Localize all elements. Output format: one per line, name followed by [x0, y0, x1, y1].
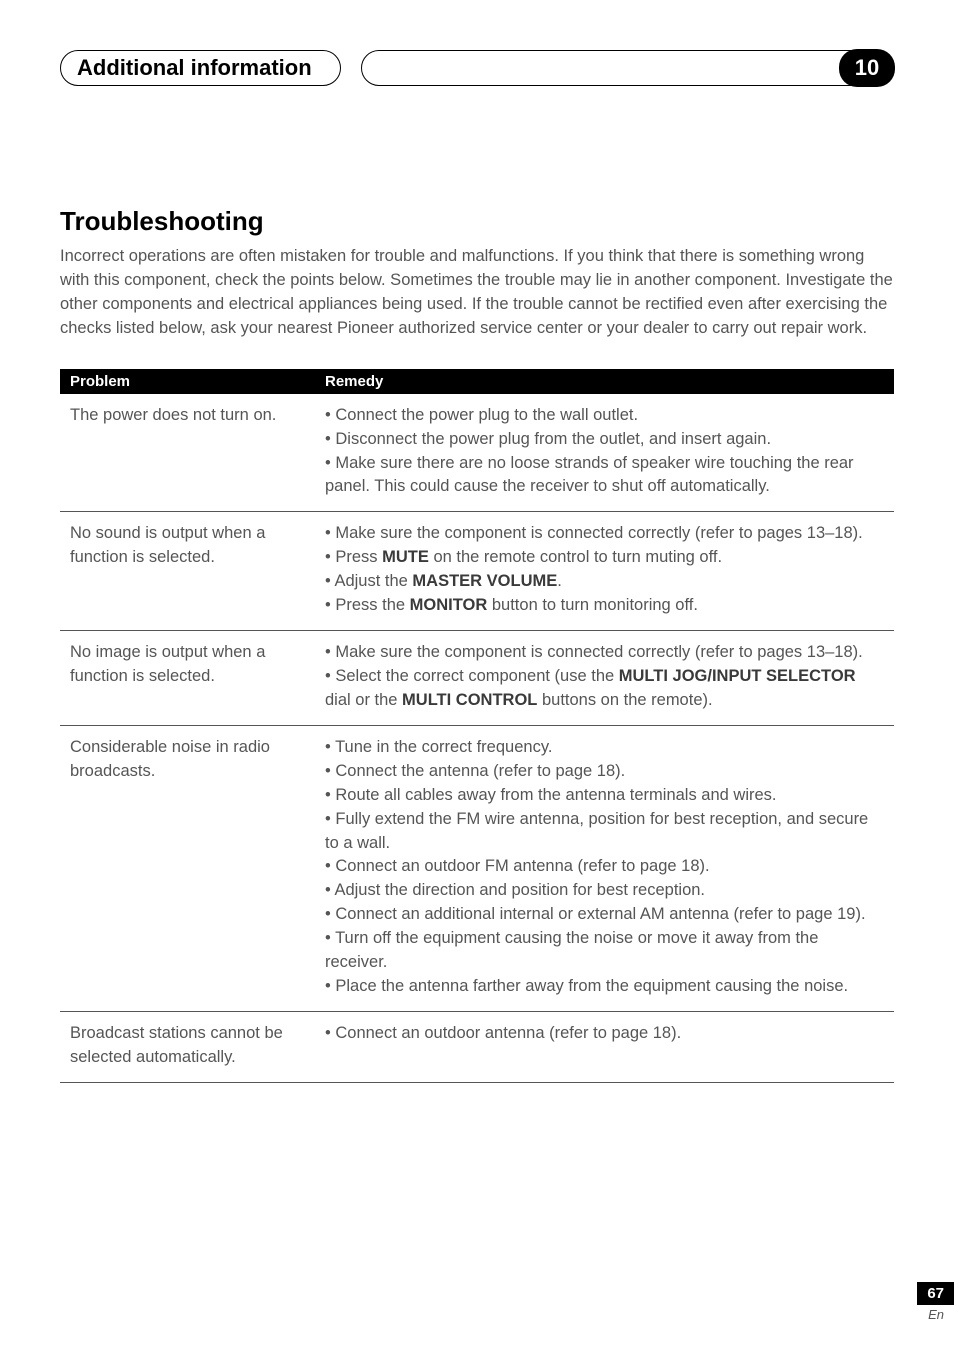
remedy-line: • Fully extend the FM wire antenna, posi… — [325, 808, 884, 856]
remedy-text: buttons on the remote). — [537, 691, 712, 709]
remedy-line: • Press the MONITOR button to turn monit… — [325, 594, 884, 618]
chapter-number-text: 10 — [855, 55, 879, 81]
troubleshooting-table: Problem Remedy The power does not turn o… — [60, 369, 894, 1083]
page-footer: 67 En — [917, 1282, 954, 1322]
remedy-line: • Connect an outdoor FM antenna (refer t… — [325, 855, 884, 879]
remedy-text: • Disconnect the power plug from the out… — [325, 430, 771, 448]
remedy-line: • Connect an outdoor antenna (refer to p… — [325, 1022, 884, 1046]
remedy-line: • Route all cables away from the antenna… — [325, 784, 884, 808]
table-header-remedy: Remedy — [315, 369, 894, 394]
remedy-cell: • Tune in the correct frequency. • Connec… — [315, 725, 894, 1011]
remedy-text: • Connect the antenna (refer to page 18)… — [325, 762, 625, 780]
remedy-text: . — [557, 572, 562, 590]
table-row: The power does not turn on. • Connect the… — [60, 394, 894, 512]
remedy-cell: • Connect an outdoor antenna (refer to p… — [315, 1011, 894, 1082]
remedy-text: • Select the correct component (use the — [325, 667, 619, 685]
remedy-line: • Adjust the direction and position for … — [325, 879, 884, 903]
page-heading: Troubleshooting — [60, 206, 894, 237]
page-number-badge: 67 — [917, 1282, 954, 1305]
remedy-text: • Adjust the — [325, 572, 412, 590]
remedy-line: • Tune in the correct frequency. — [325, 736, 884, 760]
remedy-bold-text: MULTI JOG/INPUT SELECTOR — [619, 667, 856, 685]
remedy-text: • Connect an outdoor FM antenna (refer t… — [325, 857, 710, 875]
remedy-text: • Make sure there are no loose strands o… — [325, 454, 854, 496]
header-spacer-pill: 10 — [361, 50, 894, 86]
problem-cell: Broadcast stations cannot be selected au… — [60, 1011, 315, 1082]
remedy-line: • Disconnect the power plug from the out… — [325, 428, 884, 452]
remedy-text: • Make sure the component is connected c… — [325, 524, 863, 542]
remedy-cell: • Connect the power plug to the wall out… — [315, 394, 894, 512]
table-row: No sound is output when a function is se… — [60, 512, 894, 631]
remedy-line: • Connect the power plug to the wall out… — [325, 404, 884, 428]
remedy-text: on the remote control to turn muting off… — [429, 548, 722, 566]
table-row: Broadcast stations cannot be selected au… — [60, 1011, 894, 1082]
remedy-text: • Tune in the correct frequency. — [325, 738, 552, 756]
remedy-text: dial or the — [325, 691, 402, 709]
problem-cell: No image is output when a function is se… — [60, 631, 315, 726]
table-row: Considerable noise in radio broadcasts.•… — [60, 725, 894, 1011]
remedy-bold-text: MASTER VOLUME — [412, 572, 557, 590]
table-header-problem: Problem — [60, 369, 315, 394]
table-body: The power does not turn on. • Connect the… — [60, 394, 894, 1083]
problem-cell: The power does not turn on. — [60, 394, 315, 512]
remedy-line: • Make sure the component is connected c… — [325, 522, 884, 546]
remedy-text: • Make sure the component is connected c… — [325, 643, 863, 661]
remedy-text: button to turn monitoring off. — [487, 596, 698, 614]
remedy-cell: • Make sure the component is connected c… — [315, 512, 894, 631]
remedy-line: • Place the antenna farther away from th… — [325, 975, 884, 999]
section-title-pill: Additional information — [60, 50, 341, 86]
remedy-text: • Turn off the equipment causing the noi… — [325, 929, 818, 971]
remedy-text: • Place the antenna farther away from th… — [325, 977, 848, 995]
remedy-text: • Connect the power plug to the wall out… — [325, 406, 638, 424]
problem-cell: No sound is output when a function is se… — [60, 512, 315, 631]
language-code: En — [917, 1307, 954, 1322]
remedy-line: • Adjust the MASTER VOLUME. — [325, 570, 884, 594]
page-number-text: 67 — [927, 1285, 944, 1302]
remedy-line: • Press MUTE on the remote control to tu… — [325, 546, 884, 570]
remedy-bold-text: MUTE — [382, 548, 429, 566]
remedy-line: • Connect the antenna (refer to page 18)… — [325, 760, 884, 784]
remedy-text: • Connect an outdoor antenna (refer to p… — [325, 1024, 681, 1042]
problem-cell: Considerable noise in radio broadcasts. — [60, 725, 315, 1011]
remedy-text: • Route all cables away from the antenna… — [325, 786, 777, 804]
remedy-line: • Make sure there are no loose strands o… — [325, 452, 884, 500]
remedy-text: • Press the — [325, 596, 410, 614]
remedy-bold-text: MONITOR — [410, 596, 488, 614]
chapter-number-badge: 10 — [839, 49, 895, 87]
remedy-line: • Make sure the component is connected c… — [325, 641, 884, 665]
table-header-row: Problem Remedy — [60, 369, 894, 394]
remedy-text: • Connect an additional internal or exte… — [325, 905, 866, 923]
remedy-line: • Connect an additional internal or exte… — [325, 903, 884, 927]
section-title-text: Additional information — [77, 55, 312, 80]
remedy-text: • Adjust the direction and position for … — [325, 881, 705, 899]
remedy-line: • Turn off the equipment causing the noi… — [325, 927, 884, 975]
remedy-text: • Fully extend the FM wire antenna, posi… — [325, 810, 868, 852]
remedy-text: • Press — [325, 548, 382, 566]
header-row: Additional information 10 — [60, 50, 894, 86]
remedy-cell: • Make sure the component is connected c… — [315, 631, 894, 726]
table-row: No image is output when a function is se… — [60, 631, 894, 726]
remedy-bold-text: MULTI CONTROL — [402, 691, 537, 709]
remedy-line: • Select the correct component (use the … — [325, 665, 884, 713]
intro-paragraph: Incorrect operations are often mistaken … — [60, 245, 894, 341]
